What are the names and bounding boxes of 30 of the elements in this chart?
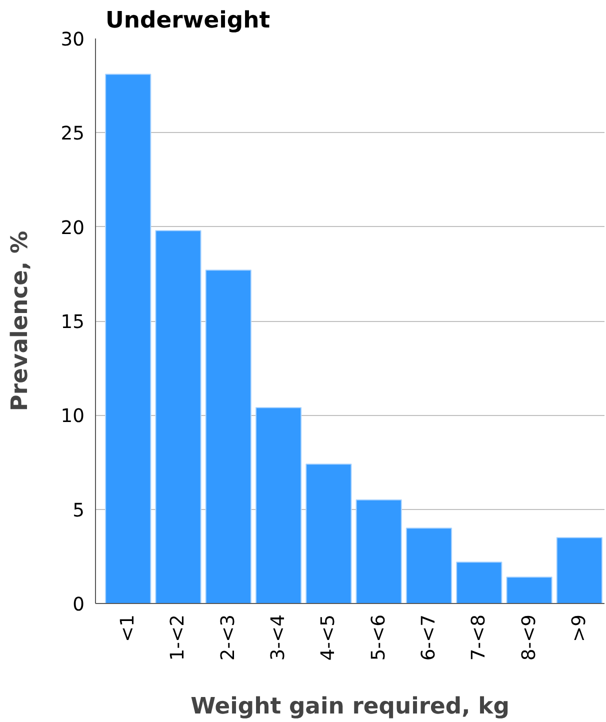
y-tick-label: 30 — [60, 30, 85, 50]
x-tick-label: 5-<6 — [368, 614, 390, 661]
bar — [556, 537, 602, 604]
y-tick-label: 10 — [60, 406, 85, 428]
y-tick-label: 20 — [60, 218, 85, 239]
x-tick-label: 2-<3 — [218, 614, 239, 661]
y-tick-label: 25 — [60, 124, 85, 145]
bar — [306, 464, 352, 604]
bar — [205, 270, 252, 604]
bar — [105, 74, 152, 604]
x-tick-label: 1-<2 — [168, 614, 189, 661]
x-axis-title: Weight gain required, kg — [190, 694, 510, 720]
y-tick-label: 15 — [60, 312, 85, 333]
y-tick-label: 0 — [72, 594, 85, 616]
x-tick-label: 4-<5 — [318, 614, 340, 661]
y-axis-title: Prevalence, % — [6, 230, 33, 412]
x-tick-label: 7-<8 — [468, 614, 490, 661]
x-tick-label: <1 — [118, 614, 139, 642]
y-tick-label: 5 — [72, 500, 85, 522]
bar — [456, 562, 502, 604]
bar — [255, 407, 302, 604]
x-tick-label: 6-<7 — [418, 614, 440, 661]
x-tick-label: 3-<4 — [268, 614, 290, 661]
bar — [406, 528, 452, 604]
x-tick-label: >9 — [568, 614, 590, 642]
bar — [506, 576, 552, 604]
x-tick-label: 8-<9 — [518, 614, 540, 661]
bar — [356, 499, 402, 604]
bar — [155, 230, 202, 604]
chart-title: Underweight — [106, 8, 270, 34]
